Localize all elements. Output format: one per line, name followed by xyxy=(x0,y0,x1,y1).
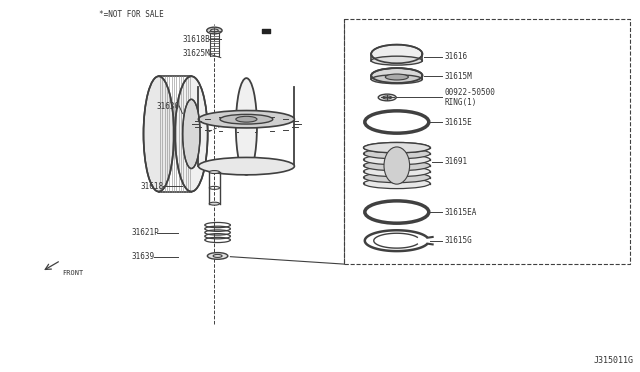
Text: 31615E: 31615E xyxy=(445,118,472,126)
Ellipse shape xyxy=(371,68,422,83)
Ellipse shape xyxy=(364,160,430,171)
Ellipse shape xyxy=(364,178,430,189)
Ellipse shape xyxy=(198,110,294,128)
Ellipse shape xyxy=(364,172,430,183)
Text: *=NOT FOR SALE: *=NOT FOR SALE xyxy=(99,10,164,19)
Ellipse shape xyxy=(209,202,220,205)
Ellipse shape xyxy=(198,157,294,175)
Text: 31621P: 31621P xyxy=(131,228,159,237)
Ellipse shape xyxy=(364,142,430,153)
Ellipse shape xyxy=(182,99,200,169)
Text: 31630: 31630 xyxy=(157,102,180,110)
Text: FRONT: FRONT xyxy=(63,270,84,276)
Ellipse shape xyxy=(236,78,257,175)
Text: J315011G: J315011G xyxy=(594,356,634,365)
Text: 31615EA: 31615EA xyxy=(445,208,477,217)
Text: 31615G: 31615G xyxy=(445,236,472,245)
Ellipse shape xyxy=(364,148,430,159)
Text: 00922-50500
RING(1): 00922-50500 RING(1) xyxy=(445,88,495,107)
Ellipse shape xyxy=(371,75,422,84)
Ellipse shape xyxy=(371,56,422,65)
Ellipse shape xyxy=(384,147,410,184)
Text: 31625M: 31625M xyxy=(182,49,210,58)
Text: 31615M: 31615M xyxy=(445,72,472,81)
Text: 31618: 31618 xyxy=(141,182,164,190)
Ellipse shape xyxy=(364,142,430,153)
Ellipse shape xyxy=(364,166,430,177)
Text: 31691: 31691 xyxy=(445,157,468,166)
Ellipse shape xyxy=(371,45,422,63)
Ellipse shape xyxy=(175,76,207,192)
Ellipse shape xyxy=(236,116,257,122)
Text: 31618B: 31618B xyxy=(182,35,210,44)
Ellipse shape xyxy=(364,154,430,165)
Ellipse shape xyxy=(207,253,228,259)
Ellipse shape xyxy=(143,76,174,192)
Ellipse shape xyxy=(385,74,408,80)
Ellipse shape xyxy=(378,94,396,101)
Ellipse shape xyxy=(209,170,220,173)
Ellipse shape xyxy=(220,115,273,124)
Text: 31616: 31616 xyxy=(445,52,468,61)
Ellipse shape xyxy=(207,27,222,34)
Text: 31639: 31639 xyxy=(131,252,154,261)
